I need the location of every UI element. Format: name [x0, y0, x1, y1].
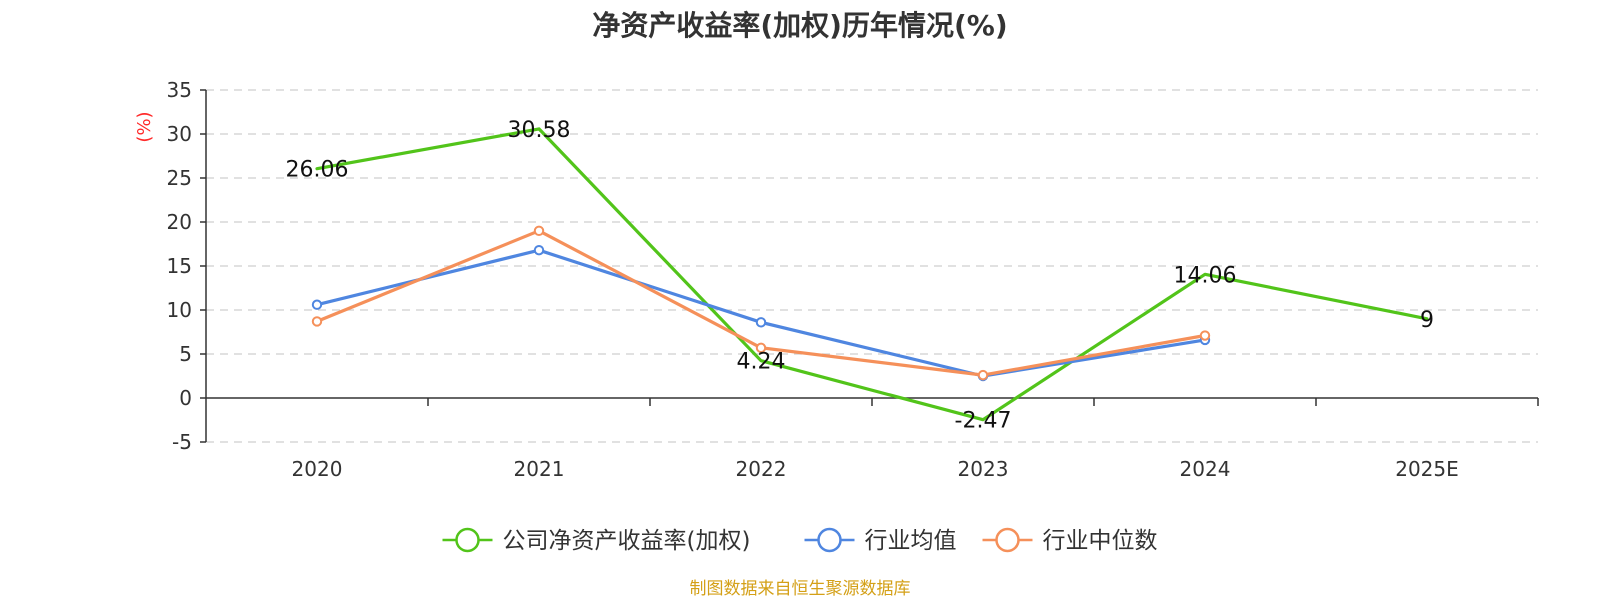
data-label: 9	[1420, 308, 1434, 333]
y-tick-label: 25	[167, 166, 192, 190]
legend-marker-icon	[995, 527, 1020, 553]
data-label: 26.06	[286, 158, 349, 183]
y-tick-label: 10	[167, 298, 192, 322]
y-tick-label: 35	[167, 78, 192, 102]
data-point-marker	[533, 244, 545, 256]
legend-marker-icon	[455, 527, 480, 553]
y-tick-label: 30	[167, 122, 192, 146]
x-tick-label: 2025E	[1395, 457, 1459, 481]
y-tick-label: 0	[179, 386, 192, 410]
data-label: -2.47	[955, 409, 1012, 434]
data-label: 14.06	[1174, 263, 1237, 288]
data-point-marker	[1199, 330, 1211, 341]
legend-label: 公司净资产收益率(加权)	[503, 528, 751, 554]
y-tick-label: 15	[167, 254, 192, 278]
legend-label: 行业中位数	[1043, 528, 1158, 554]
data-point-marker	[311, 316, 323, 327]
y-axis-unit-label: (%)	[134, 111, 155, 142]
x-tick-label: 2022	[736, 457, 787, 481]
data-point-marker	[755, 342, 767, 354]
data-label: 30.58	[508, 118, 571, 143]
legend-label: 行业均值	[865, 528, 957, 554]
source-note: 制图数据来自恒生聚源数据库	[689, 579, 911, 599]
y-tick-label: 20	[167, 210, 192, 234]
x-tick-label: 2023	[958, 457, 1009, 481]
data-point-marker	[311, 299, 323, 310]
data-point-marker	[977, 369, 989, 381]
x-tick-label: 2024	[1180, 457, 1231, 481]
series-line-1	[315, 127, 1429, 422]
data-label: 4.24	[737, 350, 786, 375]
y-tick-label: 5	[179, 342, 192, 366]
x-tick-label: 2020	[292, 457, 343, 481]
data-point-marker	[533, 225, 545, 237]
chart-title: 净资产收益率(加权)历年情况(%)	[592, 9, 1008, 42]
legend-marker-icon	[817, 527, 842, 553]
x-tick-label: 2021	[514, 457, 565, 481]
data-point-marker	[755, 317, 767, 328]
y-tick-label: -5	[172, 430, 192, 454]
